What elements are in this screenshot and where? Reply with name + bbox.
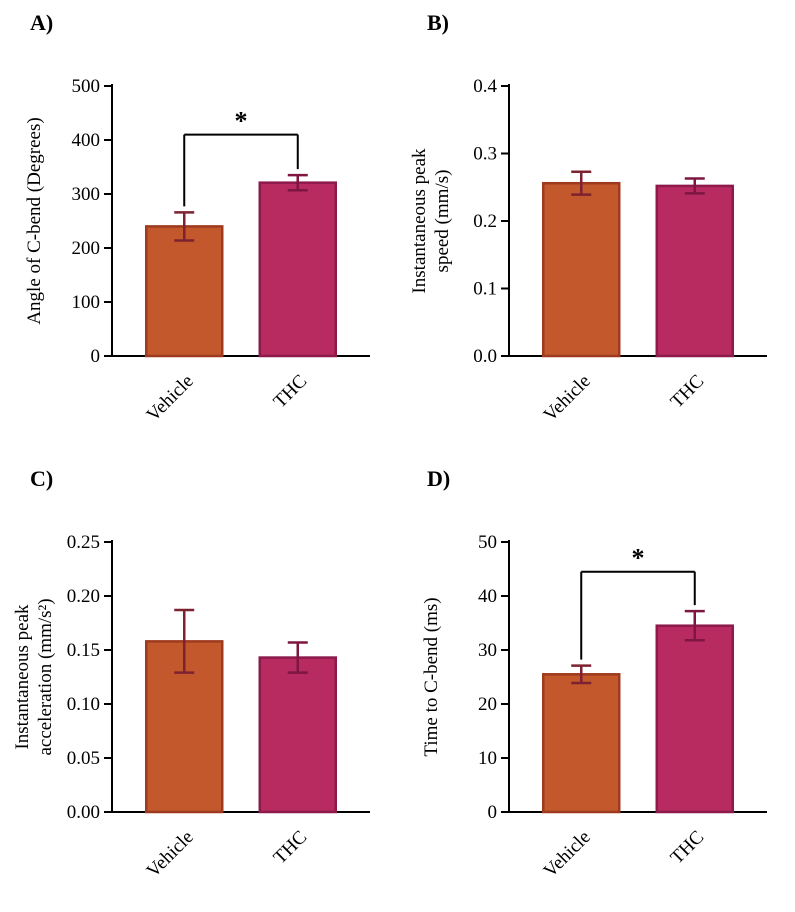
- panel-a: A) 0 100 200 300 400 500 Vehicle THC * Angle of C…: [0, 0, 397, 456]
- svg-text:THC: THC: [667, 827, 709, 869]
- svg-text:THC: THC: [667, 371, 709, 413]
- svg-text:0.2: 0.2: [473, 211, 497, 232]
- svg-text:50: 50: [478, 532, 497, 553]
- svg-text:Vehicle: Vehicle: [143, 371, 198, 426]
- svg-text:20: 20: [478, 694, 497, 715]
- svg-text:THC: THC: [270, 827, 312, 869]
- svg-text:30: 30: [478, 640, 497, 661]
- panel-b-chart: 0.0 0.1 0.2 0.3 0.4 Vehicle THC Instantaneous p…: [409, 76, 767, 426]
- svg-text:0.0: 0.0: [473, 346, 497, 367]
- svg-text:300: 300: [72, 184, 101, 205]
- svg-text:200: 200: [72, 238, 101, 259]
- svg-text:0.3: 0.3: [473, 144, 497, 165]
- svg-text:0.1: 0.1: [473, 279, 497, 300]
- svg-text:0.25: 0.25: [67, 532, 100, 553]
- svg-text:0.10: 0.10: [67, 694, 100, 715]
- svg-text:Instantaneous peak: Instantaneous peak: [409, 148, 430, 294]
- panel-a-chart: 0 100 200 300 400 500 Vehicle THC * Angle of C-be…: [24, 76, 370, 426]
- panel-c-label: C): [30, 466, 54, 491]
- svg-text:Instantaneous peak: Instantaneous peak: [12, 604, 33, 750]
- svg-text:THC: THC: [270, 371, 312, 413]
- svg-text:40: 40: [478, 586, 497, 607]
- panel-c: C) 0.00 0.05 0.10 0.15 0.20 0.25 Vehicle THC Ins…: [0, 456, 397, 912]
- svg-text:0.05: 0.05: [67, 748, 100, 769]
- svg-text:acceleration (mm/s²): acceleration (mm/s²): [35, 598, 56, 755]
- svg-text:Angle of C-bend (Degrees): Angle of C-bend (Degrees): [24, 117, 45, 324]
- svg-text:Vehicle: Vehicle: [540, 827, 595, 882]
- panel-a-label: A): [30, 10, 54, 35]
- panel-d-label: D): [427, 466, 451, 491]
- panel-d-chart: 0 10 20 30 40 50 Vehicle THC * Time to C-bend (ms…: [421, 532, 767, 882]
- svg-text:*: *: [235, 107, 248, 136]
- svg-text:400: 400: [72, 130, 101, 151]
- svg-text:Vehicle: Vehicle: [143, 827, 198, 882]
- svg-text:Time to C-bend (ms): Time to C-bend (ms): [421, 597, 442, 756]
- svg-text:0.20: 0.20: [67, 586, 100, 607]
- svg-text:speed (mm/s): speed (mm/s): [432, 170, 453, 273]
- svg-text:500: 500: [72, 76, 101, 97]
- svg-text:Vehicle: Vehicle: [540, 371, 595, 426]
- svg-text:0.4: 0.4: [473, 76, 497, 97]
- svg-text:0: 0: [91, 346, 101, 367]
- svg-text:100: 100: [72, 292, 101, 313]
- panel-b: B) 0.0 0.1 0.2 0.3 0.4 Vehicle THC Instantaneou…: [397, 0, 795, 456]
- svg-text:0.15: 0.15: [67, 640, 100, 661]
- panel-d: D) 0 10 20 30 40 50 Vehicle THC * Time to C-bend …: [397, 456, 795, 912]
- panel-c-chart: 0.00 0.05 0.10 0.15 0.20 0.25 Vehicle THC Instan…: [12, 532, 370, 882]
- svg-text:0: 0: [488, 802, 498, 823]
- svg-text:0.00: 0.00: [67, 802, 100, 823]
- panel-b-label: B): [427, 10, 449, 35]
- svg-text:10: 10: [478, 748, 497, 769]
- svg-text:*: *: [632, 544, 645, 573]
